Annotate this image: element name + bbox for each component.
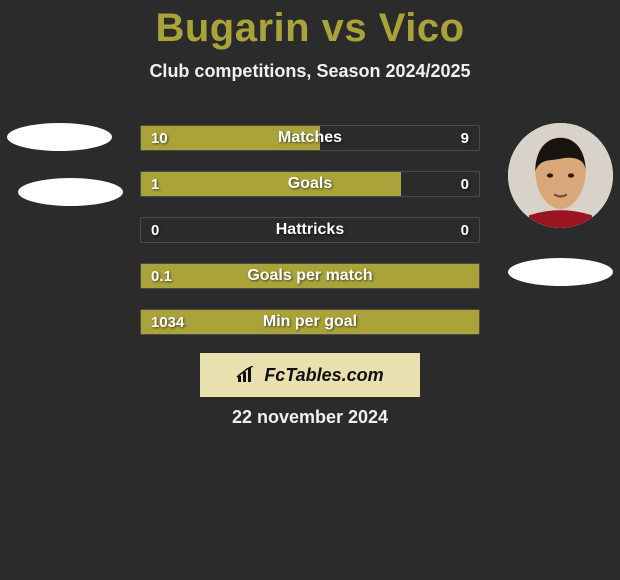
bar-chart-icon <box>236 366 258 384</box>
stat-value-left: 0 <box>151 218 159 242</box>
stat-row-min-per-goal: 1034 Min per goal <box>140 309 480 335</box>
stat-fill-left <box>141 172 401 196</box>
stat-fill-left <box>141 126 320 150</box>
avatar-face-icon <box>508 123 613 228</box>
player-left-oval-1 <box>7 123 112 151</box>
stat-row-goals: 1 Goals 0 <box>140 171 480 197</box>
stat-fill-left <box>141 310 479 334</box>
stat-fill-left <box>141 264 479 288</box>
stat-value-right: 0 <box>461 218 469 242</box>
player-right-avatar <box>508 123 613 228</box>
stat-row-hattricks: 0 Hattricks 0 <box>140 217 480 243</box>
stat-label: Hattricks <box>141 218 479 242</box>
page-title: Bugarin vs Vico <box>0 0 620 51</box>
stats-bars: 10 Matches 9 1 Goals 0 0 Hattricks 0 0.1… <box>140 125 480 355</box>
footer-date: 22 november 2024 <box>0 407 620 428</box>
stat-value-right: 0 <box>461 172 469 196</box>
stat-row-matches: 10 Matches 9 <box>140 125 480 151</box>
stat-row-goals-per-match: 0.1 Goals per match <box>140 263 480 289</box>
page-subtitle: Club competitions, Season 2024/2025 <box>0 61 620 82</box>
logo-badge: FcTables.com <box>200 353 420 397</box>
player-right-oval-1 <box>508 258 613 286</box>
stat-value-right: 9 <box>461 126 469 150</box>
logo-text: FcTables.com <box>264 365 383 386</box>
player-left-oval-2 <box>18 178 123 206</box>
